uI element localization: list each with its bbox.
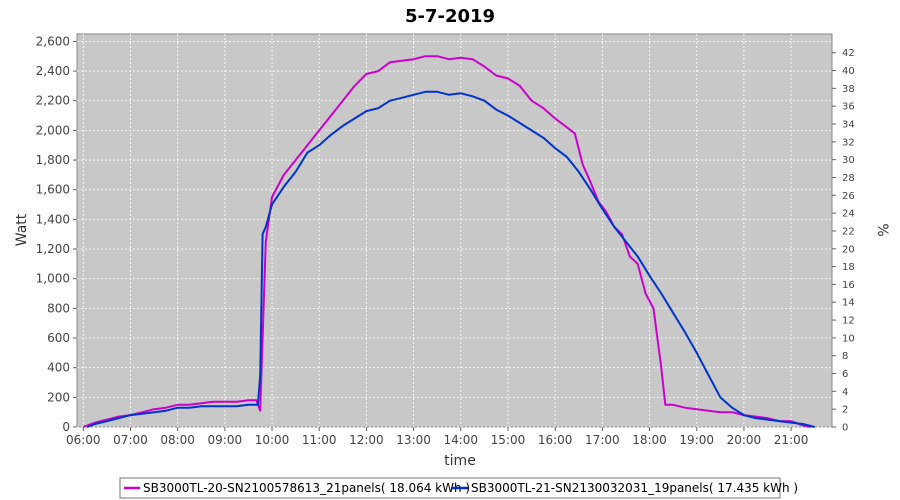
left-axis: 0 200 400 600 800 1,000 1,200 1,400 1,600 1,800 2,… bbox=[36, 34, 77, 434]
x-tick-label: 06:00 bbox=[66, 433, 101, 447]
y2-tick-label: 32 bbox=[842, 137, 855, 148]
legend: SB3000TL-20-SN2100578613_21panels( 18.06… bbox=[124, 481, 798, 495]
x-tick-label: 13:00 bbox=[396, 433, 431, 447]
y-tick-label: 1,200 bbox=[36, 242, 70, 256]
y-tick-label: 1,600 bbox=[36, 183, 70, 197]
series-line-2 bbox=[86, 90, 815, 428]
y2-tick-label: 24 bbox=[842, 209, 855, 220]
x-tick-label: 17:00 bbox=[585, 433, 620, 447]
y-tick-label: 0 bbox=[62, 420, 70, 434]
legend-label-1: SB3000TL-20-SN2100578613_21panels( 18.06… bbox=[143, 481, 470, 495]
y2-tick-label: 40 bbox=[842, 66, 855, 77]
y2-tick-label: 22 bbox=[842, 226, 855, 237]
y2-tick-label: 38 bbox=[842, 84, 855, 95]
y-tick-label: 1,800 bbox=[36, 153, 70, 167]
y-tick-label: 1,000 bbox=[36, 272, 70, 286]
y2-axis-label: % bbox=[874, 223, 890, 236]
y2-tick-label: 2 bbox=[842, 405, 848, 416]
y2-tick-label: 20 bbox=[842, 244, 855, 255]
y-tick-label: 1,400 bbox=[36, 212, 70, 226]
y-tick-label: 2,600 bbox=[36, 34, 70, 48]
y2-tick-label: 4 bbox=[842, 387, 848, 398]
x-tick-label: 18:00 bbox=[632, 433, 667, 447]
y2-tick-label: 14 bbox=[842, 298, 855, 309]
y2-tick-label: 16 bbox=[842, 280, 855, 291]
grid bbox=[77, 34, 832, 428]
x-tick-label: 16:00 bbox=[538, 433, 573, 447]
series-line-1 bbox=[82, 55, 811, 428]
y2-tick-label: 6 bbox=[842, 369, 848, 380]
x-tick-label: 15:00 bbox=[491, 433, 526, 447]
y2-tick-label: 12 bbox=[842, 316, 855, 327]
legend-box bbox=[119, 477, 781, 499]
y2-tick-label: 18 bbox=[842, 262, 855, 273]
y-tick-label: 2,000 bbox=[36, 123, 70, 137]
y2-tick-label: 8 bbox=[842, 351, 848, 362]
y2-tick-label: 36 bbox=[842, 102, 855, 113]
y-tick-label: 400 bbox=[47, 361, 70, 375]
y2-tick-label: 0 bbox=[842, 423, 848, 434]
y-tick-label: 600 bbox=[47, 331, 70, 345]
y2-tick-label: 34 bbox=[842, 120, 855, 131]
series-lines bbox=[82, 55, 815, 428]
plot-area bbox=[76, 33, 833, 428]
x-axis: 06:00 07:00 08:00 09:00 10:00 11:00 12:00 13:00… bbox=[66, 427, 808, 447]
x-tick-label: 14:00 bbox=[443, 433, 478, 447]
y-axis-label: Watt bbox=[14, 213, 30, 246]
y-tick-label: 800 bbox=[47, 301, 70, 315]
y2-tick-label: 10 bbox=[842, 333, 855, 344]
legend-label-2: SB3000TL-21-SN2130032031_19panels( 17.43… bbox=[471, 481, 798, 495]
y2-tick-label: 30 bbox=[842, 155, 855, 166]
y2-tick-label: 42 bbox=[842, 48, 855, 59]
x-tick-label: 12:00 bbox=[349, 433, 384, 447]
x-tick-label: 08:00 bbox=[160, 433, 195, 447]
chart-title: 5-7-2019 bbox=[405, 6, 495, 27]
x-tick-label: 07:00 bbox=[113, 433, 148, 447]
y-tick-label: 2,200 bbox=[36, 94, 70, 108]
x-tick-label: 09:00 bbox=[208, 433, 243, 447]
x-axis-label: time bbox=[444, 453, 476, 469]
x-tick-label: 10:00 bbox=[255, 433, 290, 447]
y2-tick-label: 28 bbox=[842, 173, 855, 184]
y-tick-label: 200 bbox=[47, 390, 70, 404]
y-tick-label: 2,400 bbox=[36, 64, 70, 78]
x-tick-label: 11:00 bbox=[302, 433, 337, 447]
x-tick-label: 19:00 bbox=[679, 433, 714, 447]
x-tick-label: 21:00 bbox=[774, 433, 809, 447]
y2-tick-label: 26 bbox=[842, 191, 855, 202]
x-tick-label: 20:00 bbox=[727, 433, 762, 447]
